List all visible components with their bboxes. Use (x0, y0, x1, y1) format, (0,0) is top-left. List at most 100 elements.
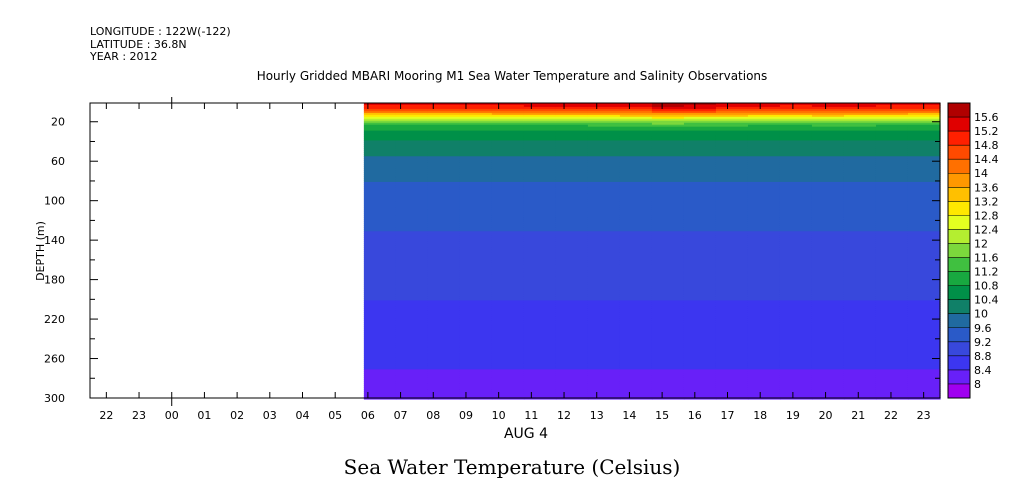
temperature-cell (811, 176, 845, 179)
temperature-cell (683, 343, 717, 347)
temperature-cell (715, 365, 749, 369)
temperature-cell (683, 249, 717, 252)
temperature-cell (715, 164, 749, 167)
temperature-cell (715, 395, 749, 398)
temperature-cell (715, 103, 749, 106)
temperature-cell (427, 266, 461, 270)
temperature-cell (459, 335, 493, 339)
temperature-cell (523, 203, 557, 207)
temperature-cell (651, 126, 685, 130)
temperature-cell (427, 308, 461, 311)
temperature-cell (491, 325, 525, 329)
temperature-cell (555, 144, 589, 148)
temperature-cell (363, 211, 397, 215)
temperature-cell (491, 108, 525, 112)
temperature-cell (523, 187, 557, 191)
temperature-cell (587, 300, 621, 303)
temperature-cell (427, 231, 461, 234)
temperature-cell (843, 292, 877, 295)
temperature-cell (907, 363, 941, 367)
temperature-cell (523, 112, 557, 116)
temperature-cell (395, 103, 429, 106)
x-tick-label: 09 (459, 409, 473, 422)
x-tick-label: 13 (590, 409, 604, 422)
temperature-cell (523, 290, 557, 294)
temperature-cell (427, 104, 461, 108)
temperature-cell (491, 168, 525, 171)
temperature-cell (875, 337, 909, 341)
temperature-cell (491, 324, 525, 327)
temperature-cell (843, 270, 877, 274)
temperature-cell (555, 126, 589, 130)
temperature-cell (395, 385, 429, 388)
temperature-cell (683, 124, 717, 128)
temperature-cell (811, 300, 845, 303)
temperature-cell (683, 270, 717, 274)
x-tick-label: 12 (557, 409, 571, 422)
temperature-cell (747, 314, 781, 317)
temperature-cell (747, 172, 781, 175)
temperature-cell (811, 187, 845, 191)
temperature-cell (843, 316, 877, 319)
temperature-cell (523, 310, 557, 313)
temperature-cell (811, 345, 845, 349)
temperature-cell (683, 393, 717, 396)
temperature-cell (779, 179, 813, 183)
temperature-cell (587, 152, 621, 155)
colorbar-label: 14.4 (974, 153, 999, 166)
temperature-cell (907, 284, 941, 288)
temperature-cell (875, 274, 909, 278)
temperature-cell (747, 292, 781, 295)
temperature-cell (491, 306, 525, 309)
temperature-cell (651, 276, 685, 280)
temperature-cell (395, 383, 429, 386)
temperature-cell (683, 187, 717, 191)
temperature-cell (427, 187, 461, 191)
temperature-cell (843, 215, 877, 219)
temperature-cell (523, 104, 557, 108)
temperature-cell (395, 243, 429, 246)
temperature-cell (523, 391, 557, 394)
temperature-cell (907, 345, 941, 349)
temperature-cell (843, 104, 877, 108)
temperature-cell (907, 316, 941, 319)
temperature-cell (875, 282, 909, 286)
temperature-cell (747, 203, 781, 207)
temperature-cell (779, 325, 813, 329)
temperature-cell (683, 298, 717, 301)
temperature-cell (459, 387, 493, 390)
chart-title: Hourly Gridded MBARI Mooring M1 Sea Wate… (257, 69, 768, 83)
temperature-cell (651, 104, 685, 108)
temperature-cell (747, 324, 781, 327)
temperature-cell (427, 233, 461, 236)
temperature-cell (843, 361, 877, 365)
temperature-cell (363, 219, 397, 222)
temperature-cell (523, 132, 557, 136)
temperature-cell (619, 201, 653, 205)
temperature-cell (459, 262, 493, 266)
temperature-cell (811, 286, 845, 290)
temperature-cell (619, 304, 653, 307)
temperature-cell (555, 268, 589, 272)
temperature-cell (395, 288, 429, 292)
temperature-cell (907, 134, 941, 138)
temperature-cell (523, 217, 557, 221)
temperature-cell (747, 185, 781, 189)
temperature-cell (779, 270, 813, 274)
temperature-cell (747, 156, 781, 159)
temperature-cell (907, 233, 941, 236)
temperature-cell (363, 302, 397, 305)
temperature-cell (779, 347, 813, 351)
temperature-cell (523, 166, 557, 169)
temperature-cell (651, 308, 685, 311)
temperature-cell (779, 329, 813, 333)
temperature-cell (811, 379, 845, 382)
temperature-cell (491, 146, 525, 149)
temperature-cell (555, 247, 589, 250)
temperature-cell (491, 172, 525, 175)
temperature-cell (875, 335, 909, 339)
temperature-cell (907, 355, 941, 359)
temperature-cell (491, 183, 525, 187)
temperature-cell (427, 290, 461, 294)
temperature-cell (779, 219, 813, 222)
